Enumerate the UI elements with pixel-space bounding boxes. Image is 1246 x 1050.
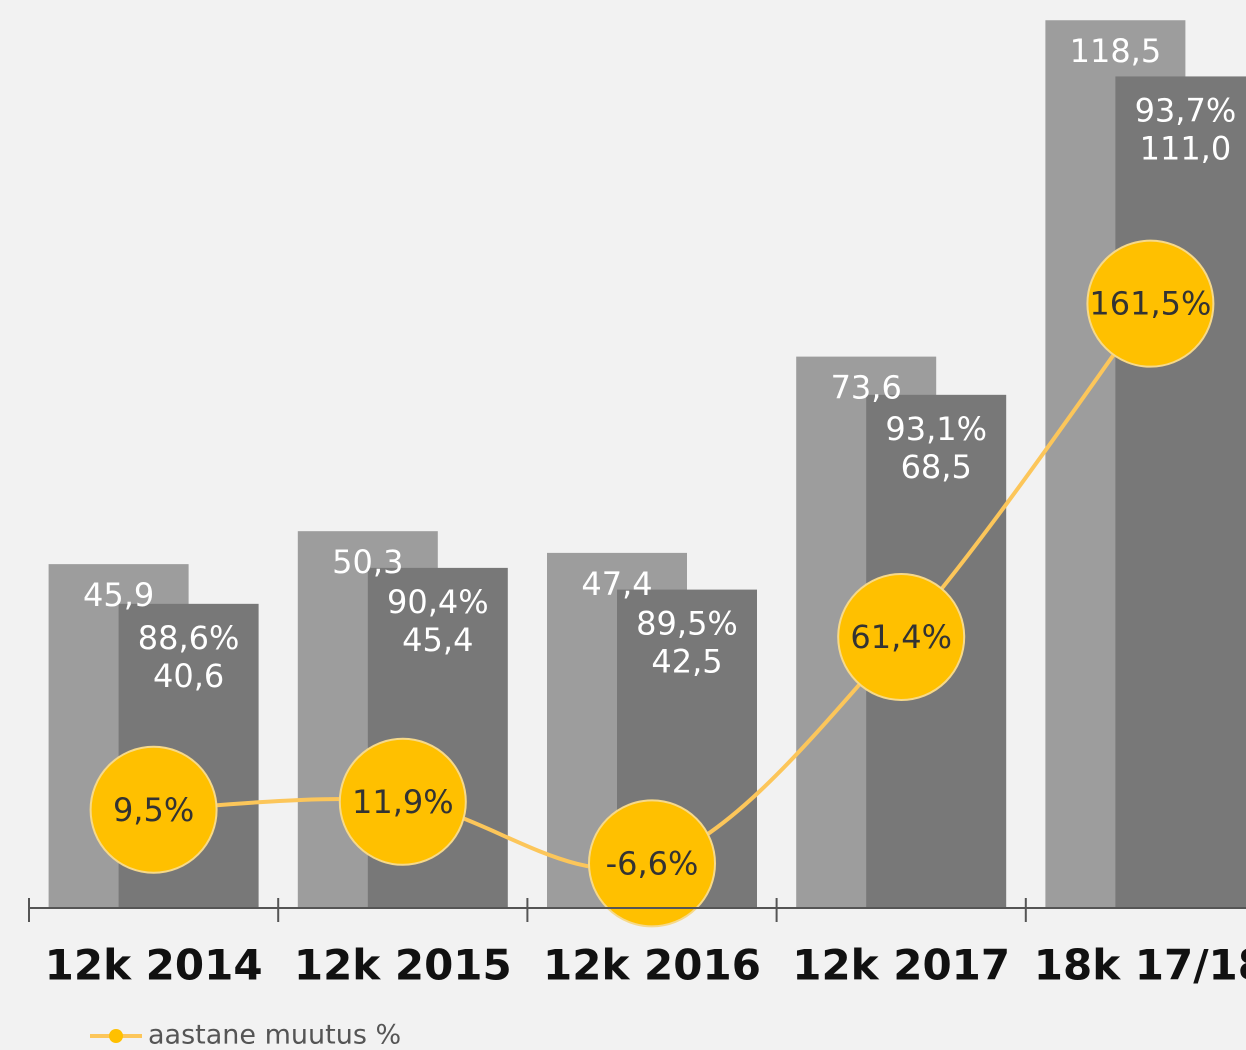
value-label: 45,4 [402,621,473,659]
x-tick-label: 12k 2016 [543,941,761,990]
bar [1115,76,1246,909]
line-value-label: -6,6% [606,844,699,882]
x-tick-label: 12k 2017 [792,941,1010,990]
value-label: 42,5 [651,643,722,681]
value-label: 118,5 [1070,32,1162,70]
share-label: 88,6% [138,619,240,657]
share-label: 93,7% [1135,91,1237,129]
marker [89,745,218,874]
line-value-label: 11,9% [352,783,454,821]
legend-marker [109,1029,123,1043]
x-tick-label: 12k 2014 [45,941,263,990]
marker [588,799,716,928]
value-label: 45,9 [83,576,154,614]
value-label: 111,0 [1140,129,1232,167]
value-label: 50,3 [332,543,403,581]
value-label: 73,6 [831,369,902,407]
line-value-label: 9,5% [113,791,194,829]
value-label: 47,4 [581,565,652,603]
x-tick-label: 18k 17/18 [1034,941,1246,990]
marker [1086,239,1215,368]
share-label: 90,4% [387,583,489,621]
x-tick-label: 12k 2015 [294,941,512,990]
line-value-label: 161,5% [1089,285,1211,323]
share-label: 93,1% [885,410,987,448]
value-label: 68,5 [901,448,972,486]
line-value-label: 61,4% [850,618,952,656]
share-label: 89,5% [636,605,738,643]
legend-label: aastane muutus % [148,1020,401,1050]
marker [837,572,966,701]
value-label: 40,6 [153,657,224,695]
marker [338,737,467,866]
